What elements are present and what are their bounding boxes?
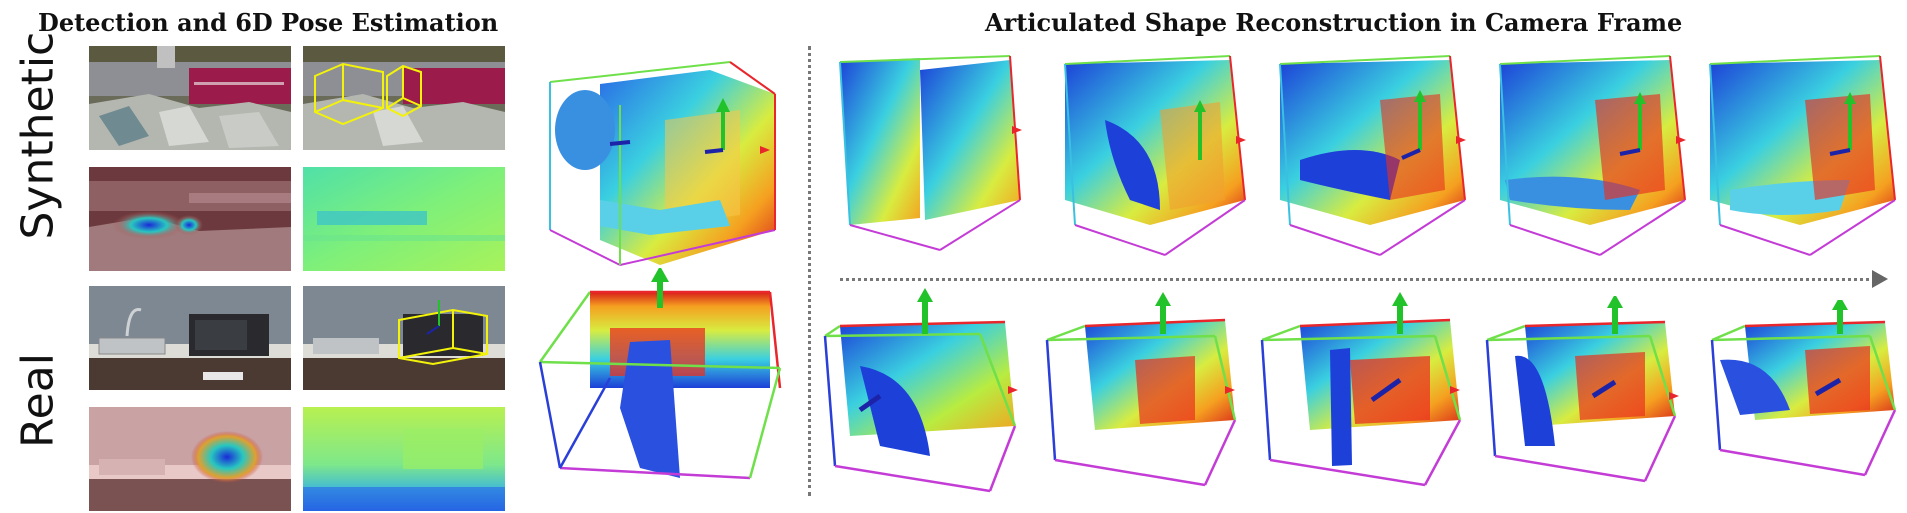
title-detection-pose: Detection and 6D Pose Estimation (38, 8, 499, 37)
synthetic-bbox-image (303, 46, 505, 150)
real-rgb-image (89, 286, 291, 390)
real-reconstruction-step-5 (1710, 296, 1905, 504)
real-reconstruction-step-3 (1260, 290, 1470, 504)
real-reconstruction-step-2 (1045, 290, 1245, 504)
column-separator (808, 46, 811, 496)
synthetic-depth-map (303, 167, 505, 271)
progression-line (840, 278, 1875, 281)
real-depth-map (303, 407, 505, 511)
real-reconstruction-step-4 (1485, 294, 1685, 505)
row-label-real: Real (12, 353, 64, 448)
real-bbox-image (303, 286, 505, 390)
synthetic-reconstruction-step-5 (1700, 50, 1900, 264)
title-shape-reconstruction: Articulated Shape Reconstruction in Came… (985, 8, 1683, 37)
synthetic-3d-pose-panel (540, 50, 785, 279)
synthetic-reconstruction-step-4 (1490, 50, 1690, 264)
synthetic-reconstruction-step-3 (1270, 50, 1470, 264)
synthetic-heatmap-image (89, 167, 291, 271)
synthetic-rgb-image (89, 46, 291, 150)
row-label-synthetic: Synthetic (12, 31, 64, 240)
synthetic-reconstruction-step-2 (1050, 50, 1250, 264)
progression-arrow-icon (1872, 270, 1888, 288)
rotation-axis-arrow-icon (651, 266, 669, 282)
real-3d-pose-panel (530, 266, 790, 497)
real-heatmap-image (89, 407, 291, 511)
synthetic-reconstruction-step-1 (830, 50, 1030, 264)
real-reconstruction-step-1 (820, 286, 1025, 505)
